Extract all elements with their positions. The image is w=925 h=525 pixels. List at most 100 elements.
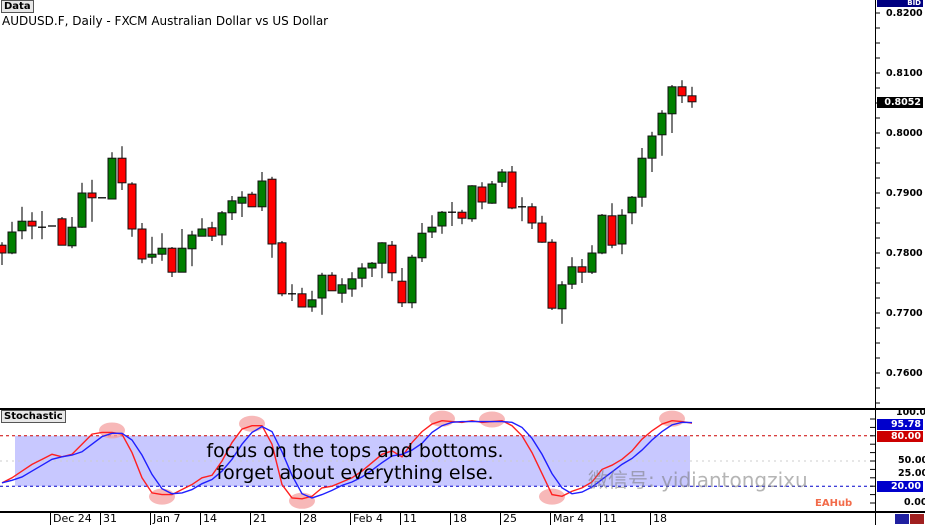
candle [547, 239, 557, 310]
candle [117, 146, 127, 190]
price-tick-label: 0.7800 [886, 248, 923, 259]
candle [607, 203, 617, 249]
candle [507, 166, 517, 210]
candle [687, 86, 697, 108]
candle [617, 209, 627, 255]
candle [147, 236, 157, 264]
candle-body-bear [537, 222, 547, 243]
lower-level-badge: 20.00 [877, 481, 923, 492]
candle-body-bull [557, 284, 567, 310]
candle-body-bull [407, 256, 417, 304]
candle-body-bull [197, 228, 207, 237]
date-tick-label: 11 [400, 513, 417, 525]
candle-body-bear [167, 247, 177, 273]
candle-body-bear [397, 280, 407, 304]
highlight-bottom [539, 488, 565, 505]
candle-body-bull [377, 242, 387, 264]
candle-body-bear [137, 228, 147, 260]
candle-body-bull [347, 278, 357, 290]
candlesticks [0, 80, 697, 324]
candle-body-bull [367, 262, 377, 269]
candle [477, 182, 487, 210]
candle-body-bull [157, 247, 167, 255]
candle [317, 272, 327, 315]
candle [647, 131, 657, 172]
candle-body-bull [257, 180, 267, 208]
candle [157, 233, 167, 261]
price-tick-label: 0.8000 [886, 128, 923, 139]
candle [657, 110, 667, 156]
candle-body-bear [247, 193, 257, 208]
candle-body-bear [327, 274, 337, 292]
bid-label: BID [877, 0, 923, 7]
price-tick-label: 0.7600 [886, 368, 923, 379]
candle [677, 80, 687, 103]
candle [537, 215, 547, 243]
candle-body-bull [417, 232, 427, 259]
candle [597, 214, 607, 255]
annotation: focus on the tops and bottoms. forget ab… [140, 440, 570, 484]
scroll-fit-button[interactable] [895, 514, 909, 524]
candle-body-bear [387, 244, 397, 274]
k-value-badge: 95.78 [877, 419, 923, 430]
candle-body-bull [237, 196, 247, 204]
eahub-logo: EAHub [815, 498, 853, 509]
date-tick-label: 18 [650, 513, 667, 525]
date-tick-label: Mar 4 [550, 513, 584, 525]
candle-body-bear [27, 220, 37, 227]
price-tick-label: 0.8200 [886, 8, 923, 19]
candle [87, 179, 97, 222]
candle [527, 203, 537, 229]
candle [487, 181, 497, 204]
candle [17, 206, 27, 240]
candle [288, 284, 296, 301]
date-tick-label: 21 [250, 513, 267, 525]
watermark: 微信号: yidiantongzixu [588, 468, 808, 492]
candle-body-bull [617, 214, 627, 245]
candle [137, 223, 147, 264]
candle [437, 211, 447, 234]
candle-body-bull [67, 226, 77, 247]
candle [197, 218, 207, 237]
candle [107, 152, 117, 200]
axis-ticks [870, 12, 880, 504]
candle-body-bull [227, 200, 237, 214]
highlight-top [99, 422, 125, 439]
candle [217, 211, 227, 246]
candle-body-bull [647, 135, 657, 159]
date-tick-label: 28 [300, 513, 317, 525]
candle [257, 172, 267, 211]
candle [38, 211, 46, 240]
candle [347, 272, 357, 297]
candle-body-bull [357, 267, 367, 279]
candle [448, 202, 456, 226]
candle [0, 242, 7, 265]
candle [277, 241, 287, 297]
candle [187, 230, 197, 267]
candle-body-bear [127, 183, 137, 230]
candle-body-bear [297, 293, 307, 308]
candle-body-bear [547, 241, 557, 309]
date-tick-label: Jan 7 [150, 513, 180, 525]
price-tick-label: 0.8100 [886, 68, 923, 79]
date-tick-label: 11 [600, 513, 617, 525]
scroll-end-button[interactable] [910, 514, 924, 524]
stochastic-lines [1, 419, 693, 500]
stoch-tick-25: 25.00 [898, 468, 925, 479]
candle-body-bull [437, 211, 447, 227]
candle-body-bull [487, 183, 497, 204]
candle-body-bull [637, 157, 647, 198]
candle [397, 268, 407, 307]
highlight-bottom [149, 488, 175, 505]
annotation-line-2: forget about everything else. [216, 462, 494, 484]
candle [247, 191, 257, 208]
candle [637, 148, 647, 207]
date-tick-label: Feb 4 [350, 513, 383, 525]
candle-body-bear [687, 95, 697, 103]
candle-body-bull [177, 247, 187, 273]
candle [667, 85, 677, 133]
candle-body-bull [147, 253, 157, 258]
price-tick-label: 0.7900 [886, 188, 923, 199]
candle [7, 221, 17, 255]
candle-body-bull [17, 220, 27, 232]
